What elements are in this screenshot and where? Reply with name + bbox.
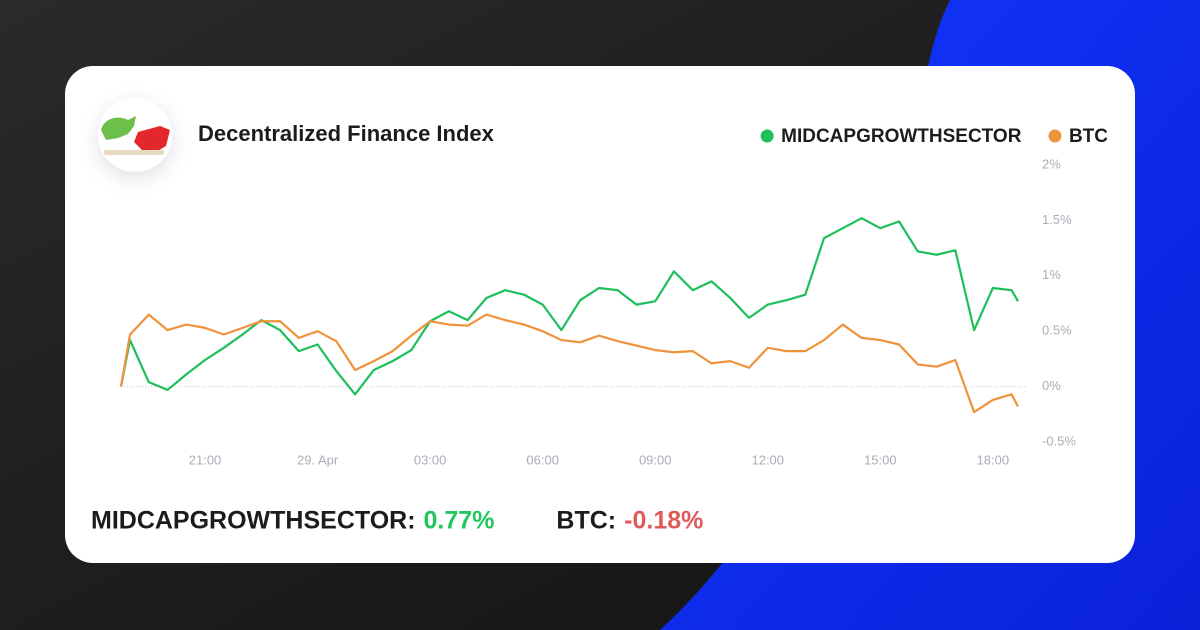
plot: -0.5% 0% 0.5% 1% 1.5% 2% 21:00 29. Apr 03:00 06:0… <box>119 156 1076 467</box>
summary-label: BTC: <box>556 507 616 535</box>
y-tick-label: -0.5% <box>1042 433 1076 448</box>
logo <box>98 98 172 172</box>
summary-label: MIDCAPGROWTHSECTOR: <box>91 507 416 535</box>
chart-title: Decentralized Finance Index <box>198 121 495 146</box>
legend-marker <box>1048 129 1062 143</box>
bear-icon <box>134 126 170 152</box>
y-tick-label: 0.5% <box>1042 323 1072 338</box>
y-tick-label: 0% <box>1042 378 1061 393</box>
x-tick-label: 21:00 <box>189 452 222 467</box>
x-tick-label: 03:00 <box>414 452 447 467</box>
ground-icon <box>104 150 164 155</box>
x-tick-label: 15:00 <box>864 452 897 467</box>
legend-label: BTC <box>1069 126 1108 147</box>
legend: BTC MIDCAPGROWTHSECTOR <box>760 126 1108 147</box>
y-tick-label: 2% <box>1042 156 1061 171</box>
x-tick-label: 18:00 <box>977 452 1010 467</box>
summary: MIDCAPGROWTHSECTOR: 0.77% BTC: -0.18% <box>91 507 703 535</box>
card <box>65 66 1135 563</box>
x-tick-label: 12:00 <box>751 452 784 467</box>
x-tick-label: 29. Apr <box>297 452 339 467</box>
summary-value: 0.77% <box>424 507 495 535</box>
x-tick-label: 06:00 <box>526 452 559 467</box>
y-tick-label: 1% <box>1042 267 1061 282</box>
bull-icon <box>101 116 136 140</box>
legend-label: MIDCAPGROWTHSECTOR <box>781 126 1022 147</box>
legend-marker <box>760 129 774 143</box>
x-tick-label: 09:00 <box>639 452 672 467</box>
summary-value: -0.18% <box>624 507 703 535</box>
series-line <box>119 313 1019 414</box>
y-tick-label: 1.5% <box>1042 212 1072 227</box>
